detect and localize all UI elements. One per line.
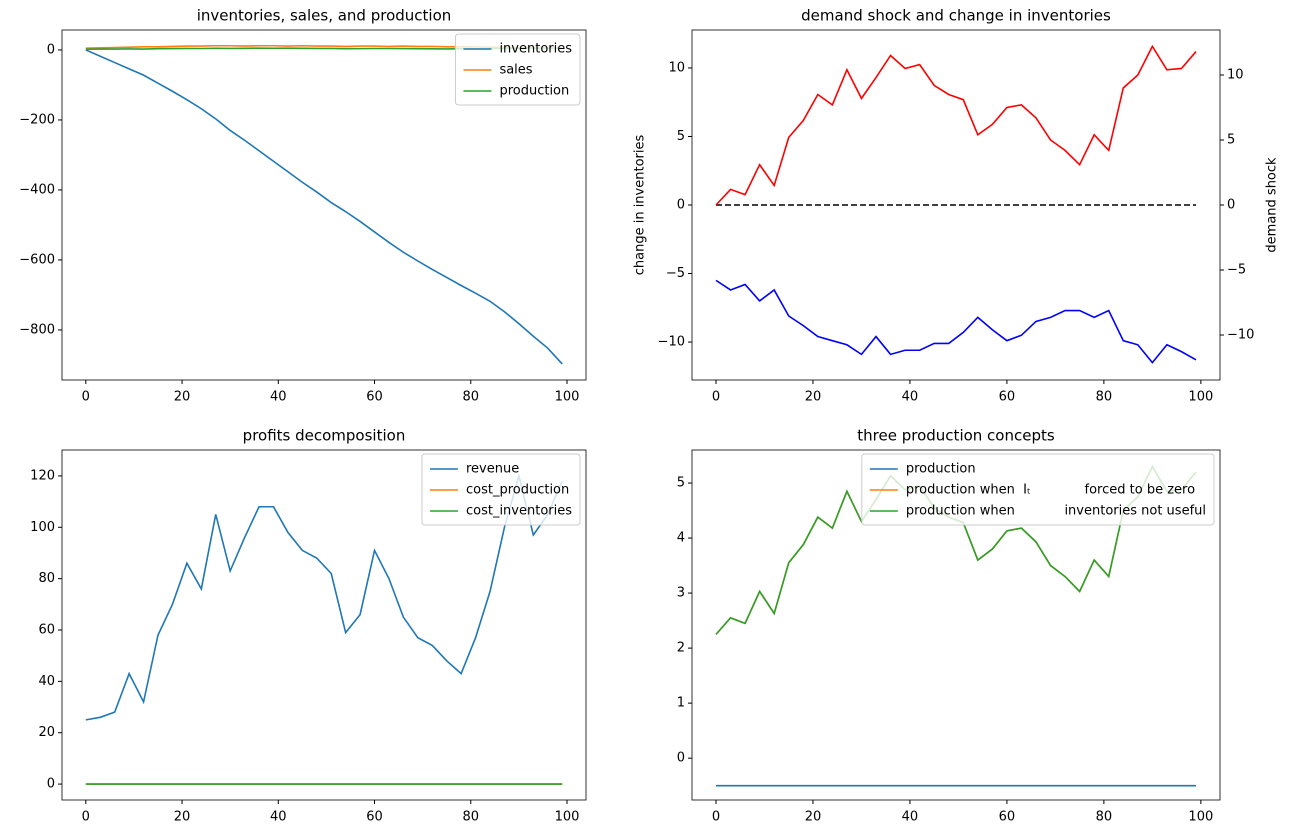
chart-title: inventories, sales, and production: [197, 7, 452, 25]
x-tick-label: 80: [1096, 390, 1113, 405]
plot-area: [85, 472, 563, 785]
plot-area: [715, 44, 1197, 364]
x-tick-label: 60: [999, 810, 1016, 825]
x-tick-label: 20: [805, 390, 822, 405]
x-tick-label: 20: [174, 390, 191, 405]
x-tick-label: 40: [270, 810, 287, 825]
y-tick-label: −10: [658, 335, 685, 350]
x-tick-label: 0: [712, 810, 720, 825]
legend-box: [421, 453, 581, 526]
y-tick-label: 2: [677, 641, 685, 656]
x-tick-label: 80: [462, 810, 479, 825]
y2-tick-label: −5: [1227, 263, 1246, 278]
x-tick-label: 60: [366, 810, 383, 825]
x-tick-label: 20: [805, 810, 822, 825]
y2-tick-label: 5: [1227, 132, 1235, 147]
y-tick-label: 120: [30, 468, 55, 483]
legend-label: inventories: [499, 42, 572, 57]
x-tick-label: 40: [902, 810, 919, 825]
axes-frame: [691, 29, 1221, 381]
legend-label: production when Iₜ forced to be zero: [906, 483, 1195, 498]
x-tick-label: 40: [270, 390, 287, 405]
x-tick-label: 0: [712, 390, 720, 405]
y-tick-label: 4: [677, 531, 685, 546]
y-tick-label: −400: [19, 182, 55, 197]
x-tick-label: 40: [902, 390, 919, 405]
y-tick-label: 100: [30, 520, 55, 535]
x-tick-label: 80: [1096, 810, 1113, 825]
legend-label: revenue: [466, 462, 519, 477]
axes-frame: [691, 449, 1221, 801]
y2-axis-label: demand shock: [1265, 157, 1280, 253]
legend-label: cost_inventories: [466, 504, 572, 519]
legend-label: production: [906, 462, 976, 477]
x-tick-label: 60: [999, 390, 1016, 405]
axes-frame: [61, 29, 587, 381]
legend-label: production: [499, 84, 569, 99]
y-tick-label: 0: [47, 777, 55, 792]
y-tick-label: 3: [677, 586, 685, 601]
x-tick-label: 80: [462, 390, 479, 405]
chart-title: demand shock and change in inventories: [801, 7, 1111, 25]
legend: revenue cost_production cost_inventories: [421, 453, 581, 526]
legend-box: [454, 33, 581, 106]
y-tick-label: 0: [677, 751, 685, 766]
series-line: [85, 49, 563, 365]
y-tick-label: 80: [38, 571, 55, 586]
legend: production production when Iₜ forced to b…: [861, 453, 1215, 526]
x-tick-label: 0: [82, 390, 90, 405]
chart-title: profits decomposition: [243, 427, 406, 445]
y2-tick-label: −10: [1227, 328, 1254, 343]
y-tick-label: 20: [38, 725, 55, 740]
y2-tick-label: 0: [1227, 198, 1235, 213]
y-tick-label: −800: [19, 322, 55, 337]
x-tick-label: 100: [555, 810, 580, 825]
y-axis-label: change in inventories: [633, 135, 648, 276]
y-tick-label: 5: [677, 476, 685, 491]
y-tick-label: 1: [677, 696, 685, 711]
chart-title: three production concepts: [857, 427, 1055, 445]
x-tick-label: 0: [82, 810, 90, 825]
x-tick-label: 100: [1188, 390, 1213, 405]
legend-label: sales: [499, 63, 532, 78]
y-tick-label: 0: [47, 42, 55, 57]
y-tick-label: −200: [19, 112, 55, 127]
legend-label: production when inventories not useful: [906, 504, 1206, 519]
y2-tick-label: 10: [1227, 67, 1244, 82]
y-tick-label: 0: [677, 198, 685, 213]
y-tick-label: 40: [38, 674, 55, 689]
series-line: [715, 44, 1197, 206]
series-line: [715, 279, 1197, 364]
y-tick-label: 5: [677, 129, 685, 144]
legend-box: [861, 453, 1215, 526]
series-line: [85, 472, 563, 721]
y-tick-label: 60: [38, 623, 55, 638]
x-tick-label: 20: [174, 810, 191, 825]
legend: inventories sales production: [454, 33, 581, 106]
y-tick-label: 10: [668, 60, 685, 75]
y-tick-label: −5: [666, 266, 685, 281]
y-tick-label: −600: [19, 252, 55, 267]
legend-label: cost_production: [466, 483, 569, 498]
x-tick-label: 100: [555, 390, 580, 405]
x-tick-label: 100: [1188, 810, 1213, 825]
axes-frame: [61, 449, 587, 801]
x-tick-label: 60: [366, 390, 383, 405]
